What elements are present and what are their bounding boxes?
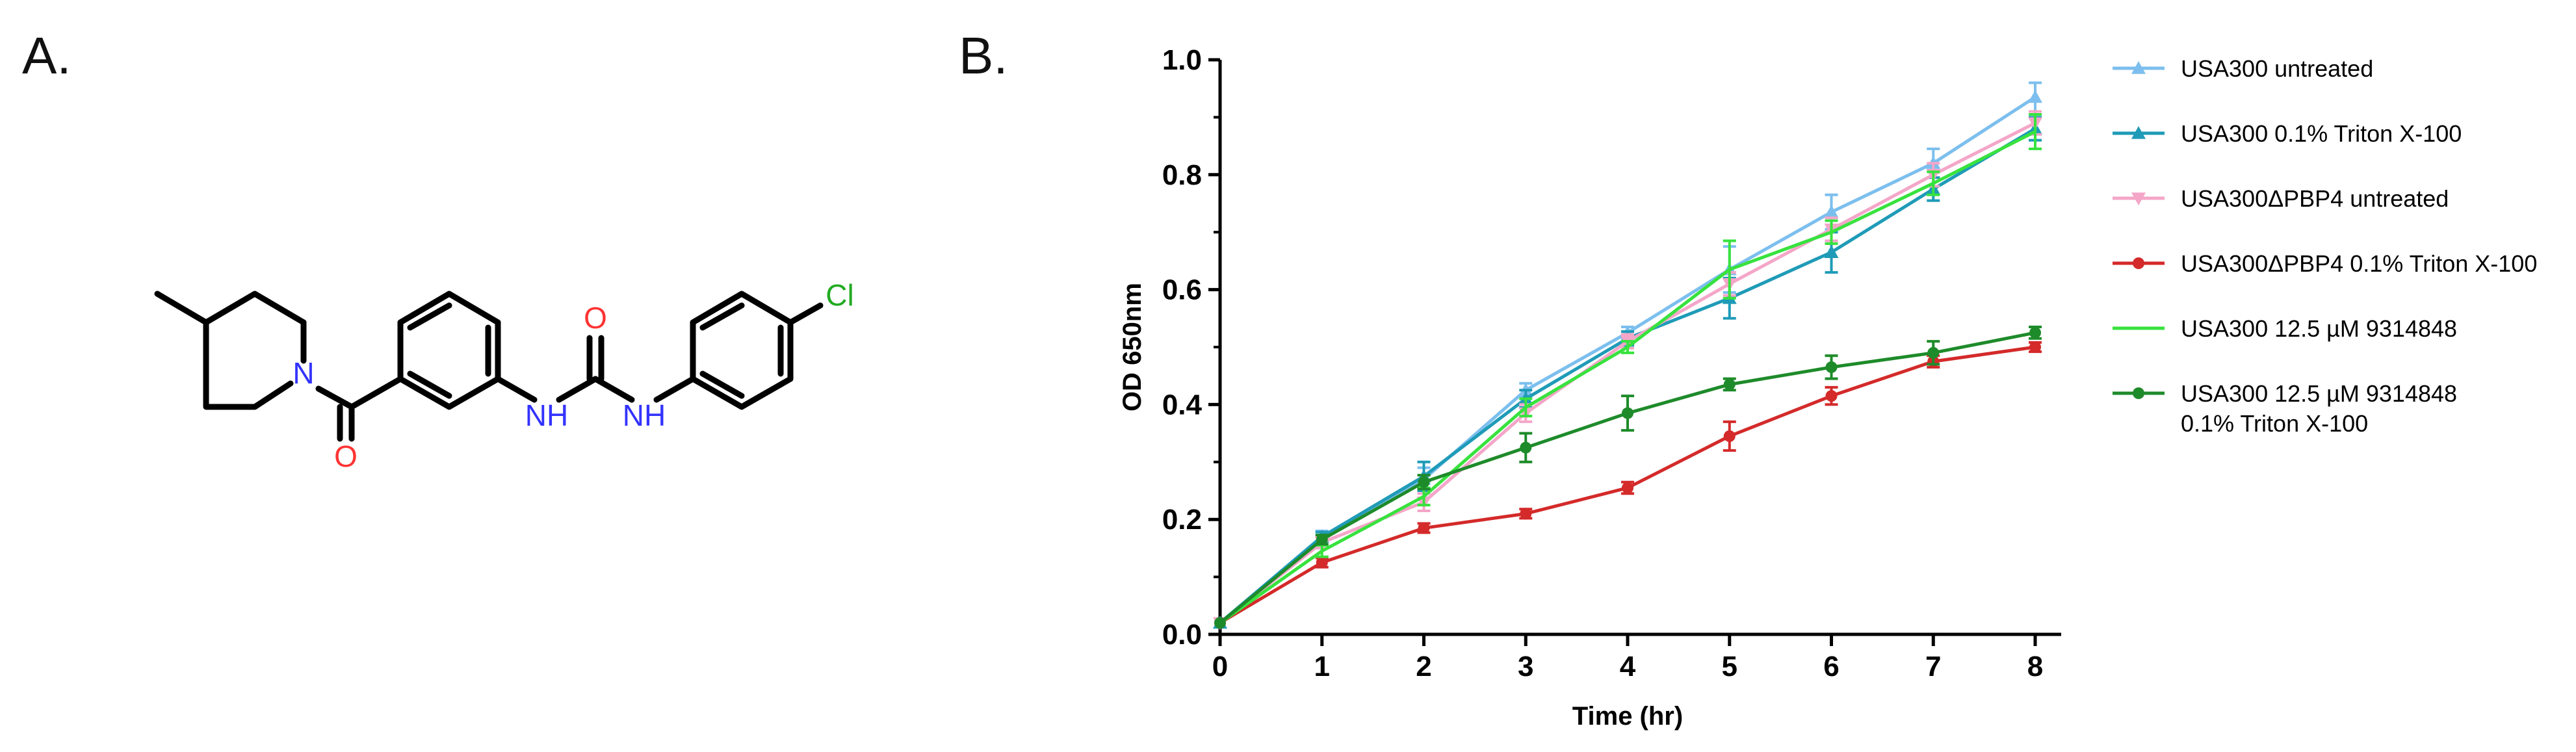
- x-tick-label: 0: [1212, 651, 1228, 682]
- data-point: [1622, 407, 1633, 419]
- nh-aryl-bond-right: [653, 376, 696, 403]
- legend-item: USA300 untreated: [2113, 55, 2373, 82]
- benzene-2-double-c: [699, 370, 745, 399]
- series-line: [1219, 122, 2036, 625]
- c-cl-bond: [787, 302, 824, 326]
- x-tick-label: 4: [1620, 651, 1636, 682]
- legend-label: USA300ΔPBP4 untreated: [2181, 185, 2449, 212]
- data-point: [1316, 556, 1328, 569]
- atom-cl: Cl: [826, 278, 853, 312]
- y-axis-title: OD 650nm: [1118, 283, 1147, 411]
- data-point: [2028, 90, 2042, 103]
- legend-marker: [2133, 257, 2144, 269]
- legend-item: USA300 12.5 µM 9314848: [2113, 315, 2457, 342]
- x-tick-label: 1: [1314, 651, 1330, 682]
- data-point: [1824, 205, 1839, 218]
- carbonyl-nh-bond-right: [592, 376, 635, 403]
- x-axis-title: Time (hr): [1572, 702, 1683, 731]
- data-point: [1824, 245, 1839, 258]
- data-point: [1825, 361, 1838, 373]
- legend-marker: [2131, 61, 2146, 74]
- legend-marker: [2131, 126, 2146, 139]
- series-line: [1219, 127, 2036, 625]
- aryl-nh-bond-left: [495, 376, 538, 403]
- legend-label: USA300 12.5 µM 9314848: [2181, 315, 2457, 342]
- methyl-bond: [154, 291, 209, 326]
- atom-n: N: [293, 356, 314, 390]
- legend-label: 0.1% Triton X-100: [2181, 410, 2368, 437]
- x-tick-label: 7: [1925, 651, 1941, 682]
- piperidine-bonds-bottom: [203, 319, 294, 410]
- series-line: [1219, 130, 2036, 625]
- x-tick-label: 5: [1722, 651, 1737, 682]
- data-point: [2029, 326, 2041, 339]
- legend-label: USA300 0.1% Triton X-100: [2181, 120, 2462, 147]
- data-point: [1418, 522, 1430, 534]
- panel-b-label: B.: [959, 27, 1008, 84]
- series-line: [1219, 96, 2036, 625]
- series-line: [1219, 331, 2036, 625]
- x-tick-label: 8: [2027, 651, 2043, 682]
- atom-o-urea: O: [584, 301, 607, 335]
- benzene-1-double-c: [407, 370, 452, 399]
- benzene-2-double-a: [699, 302, 745, 331]
- piperidine-bonds-top: [203, 291, 307, 326]
- data-point: [1520, 508, 1532, 520]
- legend-label: USA300 12.5 µM 9314848: [2181, 380, 2457, 407]
- y-tick-label: 0.0: [1162, 619, 1202, 651]
- y-tick-label: 1.0: [1162, 44, 1202, 76]
- chemical-structure: N O O NH NH Cl: [154, 278, 854, 473]
- series-1: [1213, 116, 2042, 629]
- data-point: [1723, 378, 1736, 391]
- y-tick-label: 0.6: [1162, 274, 1202, 306]
- y-tick-label: 0.2: [1162, 504, 1202, 536]
- legend-marker: [2131, 192, 2146, 205]
- data-point: [1520, 441, 1532, 454]
- atom-nh-left: NH: [525, 398, 568, 432]
- y-tick-label: 0.8: [1162, 159, 1202, 191]
- panel-a-label: A.: [22, 27, 72, 84]
- legend-item: USA300ΔPBP4 untreated: [2113, 185, 2449, 212]
- series-5: [1214, 326, 2042, 629]
- data-point: [2029, 341, 2041, 353]
- legend-label: USA300ΔPBP4 0.1% Triton X-100: [2181, 250, 2537, 277]
- amide-to-ring-bond: [348, 376, 404, 410]
- series-4: [1219, 112, 2042, 625]
- data-point: [1316, 534, 1328, 546]
- legend-item: USA300 12.5 µM 9314848 0.1% Triton X-100: [2113, 380, 2457, 437]
- data-point: [1825, 390, 1838, 402]
- legend-item: USA300ΔPBP4 0.1% Triton X-100: [2113, 250, 2537, 277]
- benzene-ring-1: [397, 291, 501, 410]
- amide-bond-cn: [315, 385, 355, 410]
- data-point: [1214, 617, 1226, 629]
- benzene-1-double-a: [407, 302, 452, 331]
- series-3: [1214, 341, 2042, 629]
- atom-nh-right: NH: [623, 398, 666, 432]
- x-tick-label: 2: [1416, 651, 1431, 682]
- legend-item: USA300 0.1% Triton X-100: [2113, 120, 2462, 147]
- data-point: [1723, 430, 1736, 443]
- x-tick-label: 3: [1518, 651, 1533, 682]
- x-tick-label: 6: [1823, 651, 1839, 682]
- data-point: [1418, 476, 1430, 488]
- atom-o-amide: O: [334, 439, 358, 473]
- data-point: [1927, 346, 1940, 359]
- legend-marker: [2133, 387, 2144, 399]
- y-tick-label: 0.4: [1162, 389, 1203, 421]
- data-point: [1622, 482, 1633, 494]
- legend-label: USA300 untreated: [2181, 55, 2373, 82]
- nh-carbonyl-bond-left: [556, 376, 599, 403]
